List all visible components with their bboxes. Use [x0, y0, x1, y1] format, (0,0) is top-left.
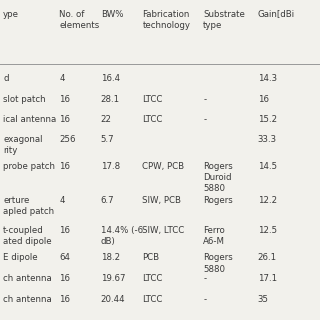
Text: -: - [203, 274, 206, 283]
Text: 35: 35 [258, 295, 268, 304]
Text: 256: 256 [59, 135, 76, 144]
Text: 16: 16 [59, 115, 70, 124]
Text: erture
apled patch: erture apled patch [3, 196, 54, 216]
Text: ch antenna: ch antenna [3, 274, 52, 283]
Text: Ferro
A6-M: Ferro A6-M [203, 226, 225, 246]
Text: 16: 16 [59, 95, 70, 104]
Text: 17.1: 17.1 [258, 274, 277, 283]
Text: 16: 16 [59, 226, 70, 235]
Text: 12.2: 12.2 [258, 196, 277, 205]
Text: CPW, PCB: CPW, PCB [142, 162, 185, 171]
Text: 16: 16 [59, 274, 70, 283]
Text: 22: 22 [101, 115, 112, 124]
Text: BW%: BW% [101, 10, 123, 19]
Text: ical antenna: ical antenna [3, 115, 56, 124]
Text: 4: 4 [59, 196, 65, 205]
Text: t-coupled
ated dipole: t-coupled ated dipole [3, 226, 52, 246]
Text: 16: 16 [59, 295, 70, 304]
Text: LTCC: LTCC [142, 295, 163, 304]
Text: LTCC: LTCC [142, 95, 163, 104]
Text: d: d [3, 74, 9, 83]
Text: 14.4% (-6
dB): 14.4% (-6 dB) [101, 226, 143, 246]
Text: ype: ype [3, 10, 19, 19]
Text: SIW, LTCC: SIW, LTCC [142, 226, 185, 235]
Text: 33.3: 33.3 [258, 135, 277, 144]
Text: 17.8: 17.8 [101, 162, 120, 171]
Text: 16: 16 [258, 95, 268, 104]
Text: 4: 4 [59, 74, 65, 83]
Text: 64: 64 [59, 253, 70, 262]
Text: 26.1: 26.1 [258, 253, 277, 262]
Text: Rogers
Duroid
5880: Rogers Duroid 5880 [203, 162, 233, 194]
Text: 28.1: 28.1 [101, 95, 120, 104]
Text: SIW, PCB: SIW, PCB [142, 196, 181, 205]
Text: -: - [203, 95, 206, 104]
Text: 6.7: 6.7 [101, 196, 115, 205]
Text: slot patch: slot patch [3, 95, 46, 104]
Text: 14.3: 14.3 [258, 74, 277, 83]
Text: LTCC: LTCC [142, 274, 163, 283]
Text: -: - [203, 115, 206, 124]
Text: 16.4: 16.4 [101, 74, 120, 83]
Text: Rogers: Rogers [203, 196, 233, 205]
Text: No. of
elements: No. of elements [59, 10, 100, 30]
Text: 5.7: 5.7 [101, 135, 115, 144]
Text: 19.67: 19.67 [101, 274, 125, 283]
Text: 15.2: 15.2 [258, 115, 277, 124]
Text: -: - [203, 295, 206, 304]
Text: 18.2: 18.2 [101, 253, 120, 262]
Text: 20.44: 20.44 [101, 295, 125, 304]
Text: LTCC: LTCC [142, 115, 163, 124]
Text: ch antenna: ch antenna [3, 295, 52, 304]
Text: probe patch: probe patch [3, 162, 55, 171]
Text: 14.5: 14.5 [258, 162, 277, 171]
Text: Substrate
type: Substrate type [203, 10, 245, 30]
Text: 12.5: 12.5 [258, 226, 277, 235]
Text: Gain[dBi: Gain[dBi [258, 10, 295, 19]
Text: exagonal
rity: exagonal rity [3, 135, 43, 155]
Text: E dipole: E dipole [3, 253, 38, 262]
Text: 16: 16 [59, 162, 70, 171]
Text: Rogers
5880: Rogers 5880 [203, 253, 233, 274]
Text: PCB: PCB [142, 253, 160, 262]
Text: Fabrication
technology: Fabrication technology [142, 10, 190, 30]
